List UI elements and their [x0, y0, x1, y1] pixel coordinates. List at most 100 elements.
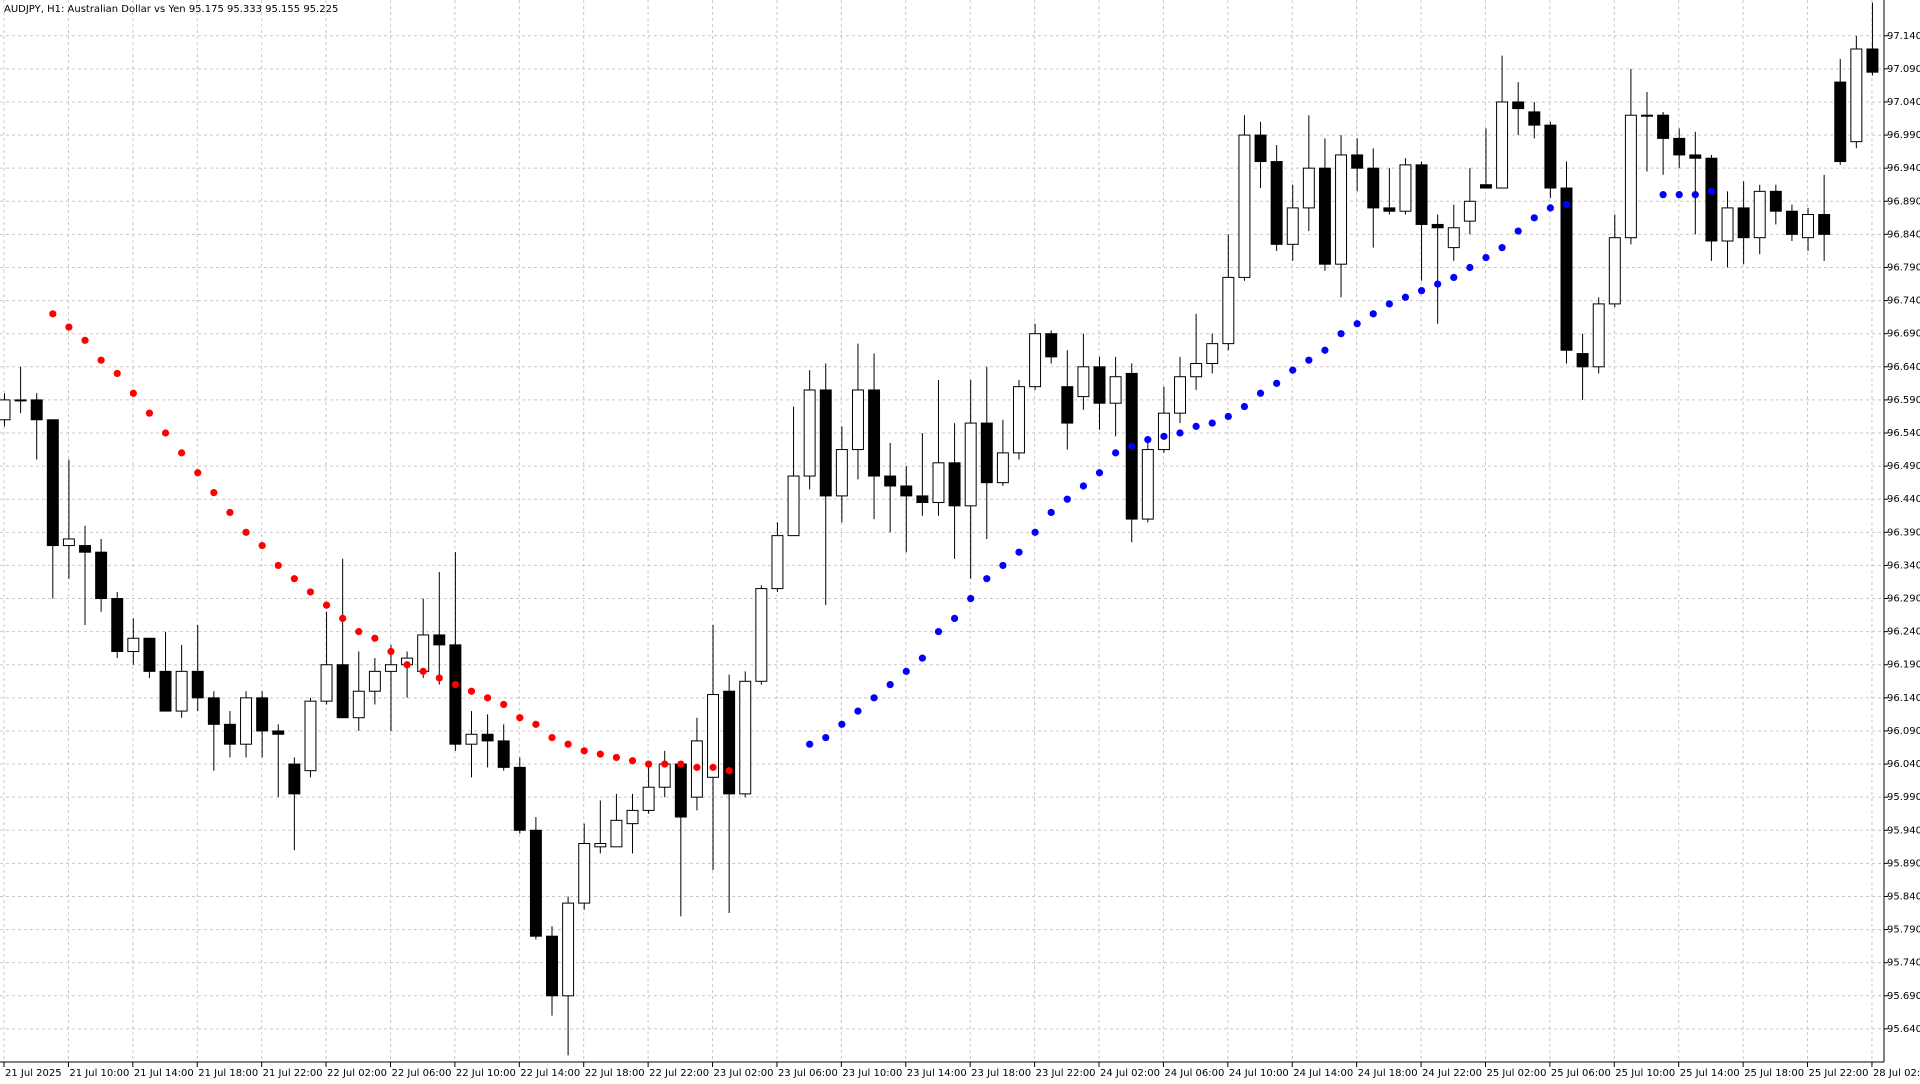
- x-tick-label: 22 Jul 06:00: [391, 1068, 451, 1079]
- y-tick-label: 96.590: [1887, 395, 1920, 406]
- candle-body: [1496, 101, 1509, 189]
- x-tick-label: 22 Jul 02:00: [327, 1068, 387, 1079]
- sar-dot: [210, 488, 218, 497]
- sar-dot: [1112, 449, 1120, 457]
- x-tick-label: 24 Jul 14:00: [1293, 1068, 1353, 1079]
- y-tick-label: 95.690: [1887, 991, 1920, 1002]
- candle-body: [1077, 366, 1090, 398]
- sar-dot: [387, 647, 395, 656]
- sar-dot: [838, 720, 846, 728]
- sar-dot: [1176, 429, 1184, 437]
- sar-dot: [645, 760, 653, 768]
- candle-body: [1431, 223, 1444, 229]
- sar-dot: [435, 674, 443, 682]
- candle-body: [1302, 167, 1315, 209]
- sar-dot: [1691, 191, 1699, 199]
- sar-dot: [1417, 287, 1426, 295]
- candle-body: [1657, 114, 1670, 139]
- candle-body: [79, 545, 91, 553]
- sar-dot: [1707, 187, 1716, 195]
- candle-body: [1157, 412, 1170, 451]
- sar-dot: [1015, 548, 1023, 556]
- candle-body: [996, 452, 1009, 484]
- candle-body: [642, 786, 655, 811]
- sar-dot: [806, 740, 814, 748]
- candle-body: [948, 462, 961, 507]
- sar-dot: [564, 740, 572, 748]
- sar-dot: [1498, 244, 1506, 252]
- candle-body: [207, 697, 220, 725]
- x-tick-label: 23 Jul 22:00: [1036, 1068, 1096, 1079]
- sar-dot: [661, 760, 669, 768]
- candle-body: [0, 399, 11, 421]
- y-tick-label: 96.740: [1887, 296, 1920, 307]
- sar-dot: [49, 310, 57, 318]
- candle-body: [964, 422, 977, 507]
- sar-dot: [628, 757, 637, 765]
- sar-dot: [113, 369, 121, 378]
- sar-dot: [999, 561, 1007, 570]
- candle-body: [272, 730, 285, 735]
- sar-dot: [1063, 495, 1071, 503]
- sar-dot: [306, 588, 315, 596]
- candle-body: [1222, 276, 1235, 345]
- candle-body: [1721, 207, 1734, 242]
- candle-body: [1641, 114, 1653, 117]
- sar-dot: [403, 661, 411, 669]
- candle-body: [111, 598, 124, 653]
- sar-dot: [1079, 482, 1088, 490]
- candle-body: [223, 723, 236, 745]
- candle-body: [1190, 362, 1203, 378]
- x-tick-label: 23 Jul 14:00: [907, 1068, 967, 1079]
- candle-body: [1415, 164, 1428, 225]
- x-tick-label: 22 Jul 10:00: [456, 1068, 516, 1079]
- candle-body: [1544, 124, 1557, 189]
- candle-body: [1753, 190, 1766, 239]
- candle-body: [916, 495, 929, 504]
- candle-body: [1737, 207, 1750, 239]
- sar-dot: [1675, 191, 1683, 199]
- sar-dot: [967, 594, 975, 603]
- sar-dot: [1466, 263, 1474, 272]
- sar-dot: [870, 694, 878, 702]
- candle-body: [1447, 227, 1460, 249]
- candle-body: [546, 935, 558, 997]
- y-tick-label: 97.140: [1887, 31, 1920, 42]
- candle-body: [352, 690, 365, 719]
- sar-dot: [822, 733, 830, 742]
- candle-body: [95, 551, 108, 600]
- y-tick-label: 95.940: [1887, 825, 1920, 836]
- candle-body: [127, 637, 140, 653]
- candle-body: [1286, 207, 1299, 245]
- sar-dot: [161, 429, 170, 437]
- x-tick-label: 23 Jul 18:00: [971, 1068, 1031, 1079]
- sar-dot: [1562, 200, 1571, 209]
- sar-dot: [65, 323, 73, 331]
- x-tick-label: 21 Jul 22:00: [263, 1068, 323, 1079]
- candle-body: [529, 829, 542, 937]
- sar-dot: [1385, 300, 1393, 308]
- y-tick-label: 96.040: [1887, 759, 1920, 770]
- candle-body: [320, 664, 333, 702]
- candle-body: [1093, 366, 1106, 404]
- candle-body: [1834, 81, 1847, 163]
- sar-dot: [1546, 204, 1554, 212]
- sar-dot: [612, 753, 621, 762]
- candle-body: [481, 733, 494, 742]
- candle-body: [1608, 237, 1621, 305]
- y-tick-label: 97.040: [1887, 97, 1920, 108]
- candle-body: [1061, 386, 1074, 424]
- sar-dot: [1144, 436, 1152, 444]
- candle-body: [1383, 207, 1396, 212]
- sar-dot: [339, 614, 347, 622]
- sar-dot: [1321, 346, 1329, 354]
- x-tick-label: 24 Jul 06:00: [1164, 1068, 1224, 1079]
- sar-dot: [355, 628, 363, 636]
- sar-dot: [1434, 280, 1442, 288]
- candle-body: [1174, 376, 1186, 414]
- candle-body: [674, 763, 687, 818]
- y-tick-label: 95.790: [1887, 925, 1920, 936]
- candle-body: [1318, 167, 1331, 265]
